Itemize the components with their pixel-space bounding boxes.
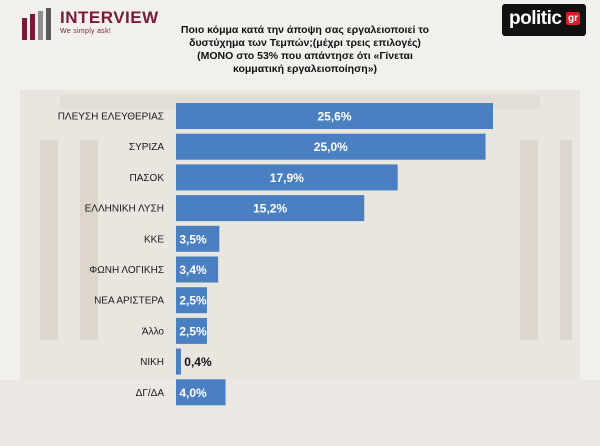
value-label: 2,5%	[179, 294, 207, 308]
value-label: 2,5%	[179, 324, 207, 338]
category-label: ΣΥΡΙΖΑ	[129, 142, 164, 153]
chart-title-line: δυστύχημα των Τεμπών;(μέχρι τρεις επιλογ…	[189, 37, 421, 49]
politic-logo: politic gr	[502, 4, 586, 36]
value-label: 15,2%	[253, 202, 287, 216]
bar	[176, 133, 486, 160]
value-label: 25,6%	[317, 110, 351, 124]
politic-logo-suffix: gr	[566, 12, 580, 25]
category-label: ΝΕΑ ΑΡΙΣΤΕΡΑ	[94, 296, 164, 307]
bar	[176, 348, 181, 375]
bar	[176, 103, 493, 129]
category-label: ΚΚΕ	[144, 234, 164, 245]
bar	[176, 256, 219, 283]
chart-title-line: (ΜΟΝΟ στο 53% που απάντησε ότι «Γίνεται	[197, 50, 413, 62]
bar	[176, 379, 226, 406]
value-label: 3,5%	[179, 232, 207, 246]
category-label: ΦΩΝΗ ΛΟΓΙΚΗΣ	[89, 265, 164, 276]
value-label: 3,4%	[179, 263, 207, 277]
interview-tagline: We simply ask!	[60, 28, 112, 35]
bar	[176, 287, 207, 314]
value-label: 4,0%	[179, 386, 207, 400]
category-label: ΕΛΛΗΝΙΚΗ ΛΥΣΗ	[85, 204, 164, 215]
category-label: Άλλο	[142, 326, 165, 337]
bar	[176, 164, 398, 191]
category-label: ΠΑΣΟΚ	[129, 173, 164, 184]
chart-title-line: κομματική εργαλειοποίηση»)	[232, 63, 378, 75]
interview-logo-icon	[22, 8, 51, 40]
politic-logo-text: politic	[509, 8, 562, 29]
value-label: 25,0%	[314, 140, 348, 154]
bar	[176, 225, 220, 252]
category-label: ΔΓ/ΔΑ	[136, 388, 165, 399]
interview-brand-name: INTERVIEW	[60, 8, 159, 27]
chart-title: Ποιο κόμμα κατά την άποψη σας εργαλειοπο…	[140, 24, 470, 76]
category-label: ΠΛΕΥΣΗ ΕΛΕΥΘΕΡΙΑΣ	[58, 112, 164, 123]
bar	[176, 195, 365, 222]
bar	[176, 317, 207, 344]
value-label: 17,9%	[270, 171, 304, 185]
value-label: 0,4%	[184, 355, 212, 369]
chart-title-line: Ποιο κόμμα κατά την άποψη σας εργαλειοπο…	[180, 24, 430, 36]
category-label: ΝΙΚΗ	[140, 357, 164, 368]
